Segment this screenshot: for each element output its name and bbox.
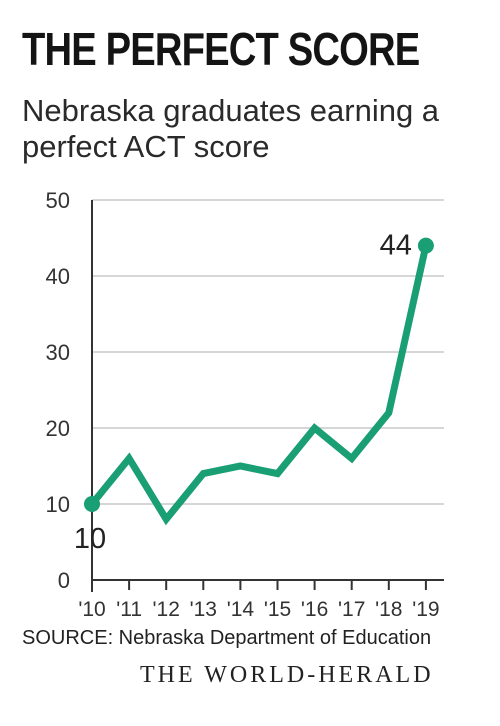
series-line <box>88 242 430 526</box>
x-axis-ticks: '10 '11 '12 '13 '14 '15 '16 '17 '18 '19 <box>78 580 440 620</box>
y-tick-label: 20 <box>46 416 70 441</box>
x-tick-label: '17 <box>338 598 365 620</box>
y-tick-label: 40 <box>46 264 70 289</box>
x-tick-label: '14 <box>227 598 255 620</box>
data-label: 10 <box>74 523 106 555</box>
data-labels: 10 44 <box>74 230 412 555</box>
chart-title: THE PERFECT SCORE <box>22 23 420 75</box>
y-tick-label: 10 <box>46 492 70 517</box>
y-tick-label: 30 <box>46 340 70 365</box>
x-tick-label: '19 <box>412 598 439 620</box>
x-tick-label: '13 <box>190 598 217 620</box>
y-tick-label: 0 <box>58 568 70 593</box>
data-label: 44 <box>380 230 412 262</box>
data-point-marker <box>417 237 434 254</box>
x-tick-label: '15 <box>264 598 291 620</box>
x-tick-label: '16 <box>301 598 328 620</box>
gridlines <box>91 199 444 592</box>
y-axis-ticks: 0 10 20 30 40 50 <box>46 188 70 593</box>
x-tick-label: '18 <box>375 598 402 620</box>
publisher-logo: THE WORLD-HERALD <box>140 662 434 688</box>
y-tick-label: 50 <box>46 188 70 213</box>
x-tick-label: '12 <box>153 598 180 620</box>
chart-subtitle: Nebraska graduates earning a perfect ACT… <box>22 93 440 164</box>
x-tick-label: '11 <box>116 598 142 620</box>
source-note: SOURCE: Nebraska Department of Education <box>22 627 432 649</box>
data-point-marker <box>84 496 100 512</box>
x-tick-label: '10 <box>78 598 105 620</box>
series-layer <box>84 237 434 526</box>
